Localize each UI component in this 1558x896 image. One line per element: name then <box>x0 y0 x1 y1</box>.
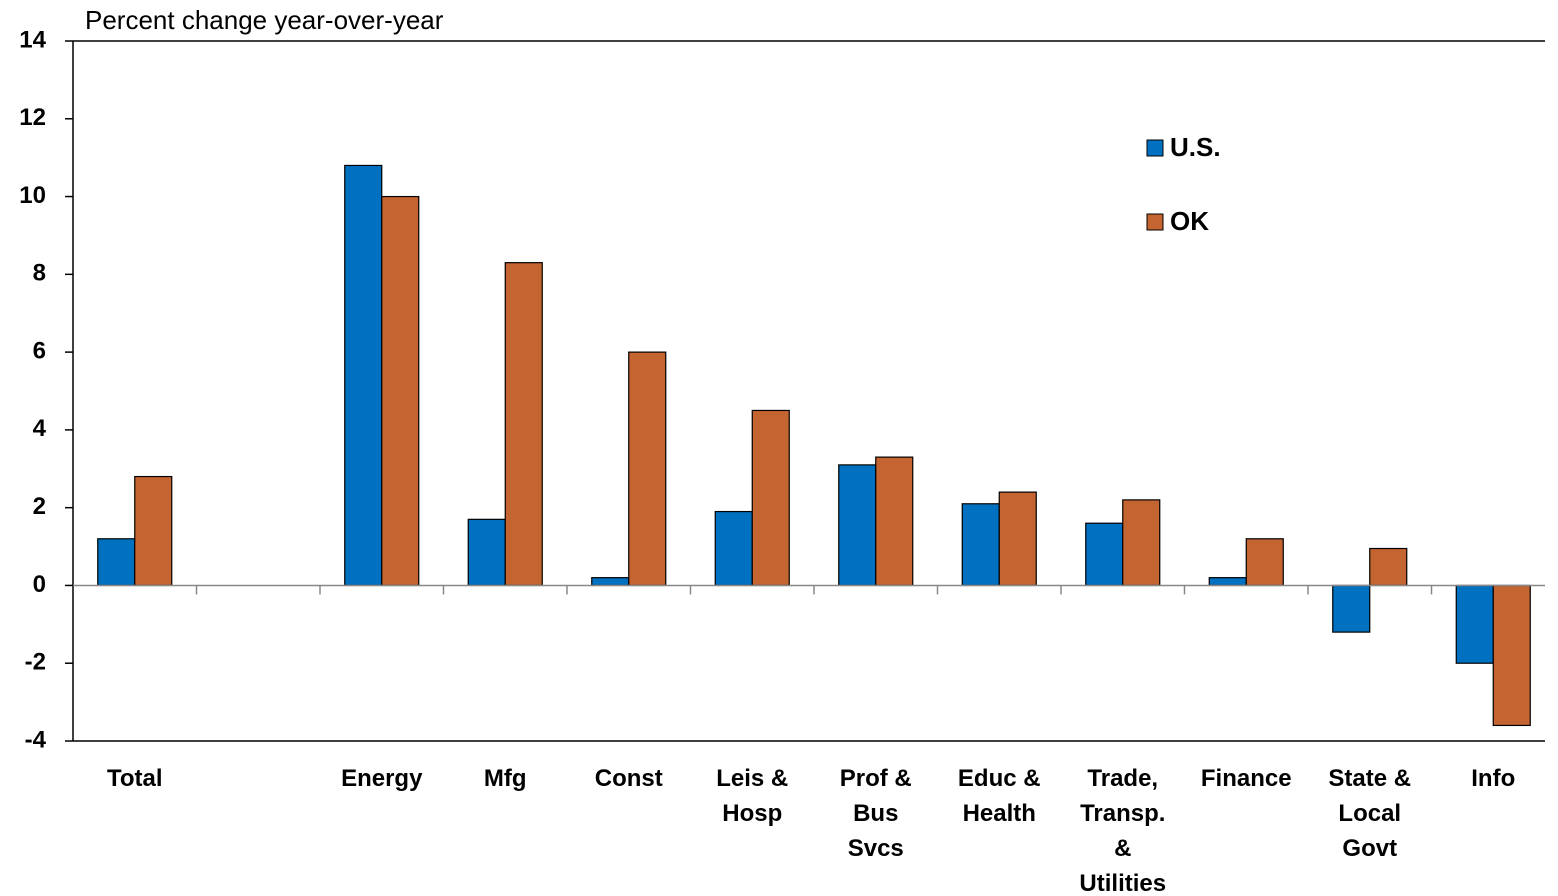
bar <box>1245 538 1284 587</box>
bar <box>961 503 1000 587</box>
bar <box>1332 584 1371 633</box>
y-tick-label: -4 <box>25 726 47 753</box>
bar <box>1492 584 1531 727</box>
bar <box>998 491 1037 587</box>
y-tick-label: 10 <box>19 182 46 209</box>
y-tick-label: 12 <box>19 104 46 131</box>
y-tick-label: 6 <box>33 337 46 364</box>
x-tick-label: Info <box>1471 765 1516 792</box>
bar <box>504 262 543 587</box>
x-tick-label: Educ & Health <box>957 765 1041 827</box>
bar <box>97 538 136 587</box>
legend-swatch <box>1146 139 1164 157</box>
x-tick-label: Leis & Hosp <box>716 765 789 827</box>
legend-swatch <box>1146 213 1164 231</box>
bar <box>628 351 667 587</box>
bar <box>838 464 877 587</box>
y-tick-label: 0 <box>33 571 46 598</box>
x-tick-label: Mfg <box>483 765 527 792</box>
y-tick-label: 14 <box>19 26 46 53</box>
x-tick-label: State & Local Govt <box>1328 765 1412 862</box>
bar <box>1085 522 1124 587</box>
bar <box>381 195 420 587</box>
bar <box>1122 499 1161 587</box>
bar <box>591 577 630 587</box>
y-tick-label: -2 <box>25 649 46 676</box>
x-tick-label: Prof & Bus Svcs <box>839 765 912 862</box>
x-tick-label: Trade, Transp. & Utilities <box>1079 765 1167 896</box>
y-tick-label: 2 <box>33 493 46 520</box>
y-tick-label: 8 <box>33 260 46 287</box>
legend-label: U.S. <box>1170 132 1221 162</box>
bar <box>714 510 753 587</box>
y-tick-label: 4 <box>33 415 47 442</box>
axis-title: Percent change year-over-year <box>85 5 444 35</box>
x-tick-label: Energy <box>341 765 423 792</box>
x-tick-label: Total <box>106 765 163 792</box>
bar <box>134 475 173 587</box>
bar <box>467 518 506 587</box>
bar <box>1208 577 1247 587</box>
bar <box>1455 584 1494 664</box>
legend-label: OK <box>1170 206 1209 236</box>
bar <box>1369 547 1408 587</box>
bar <box>875 456 914 587</box>
x-tick-label: Finance <box>1200 765 1292 792</box>
bar <box>344 164 383 587</box>
x-tick-label: Const <box>594 765 663 792</box>
bar <box>751 409 790 587</box>
